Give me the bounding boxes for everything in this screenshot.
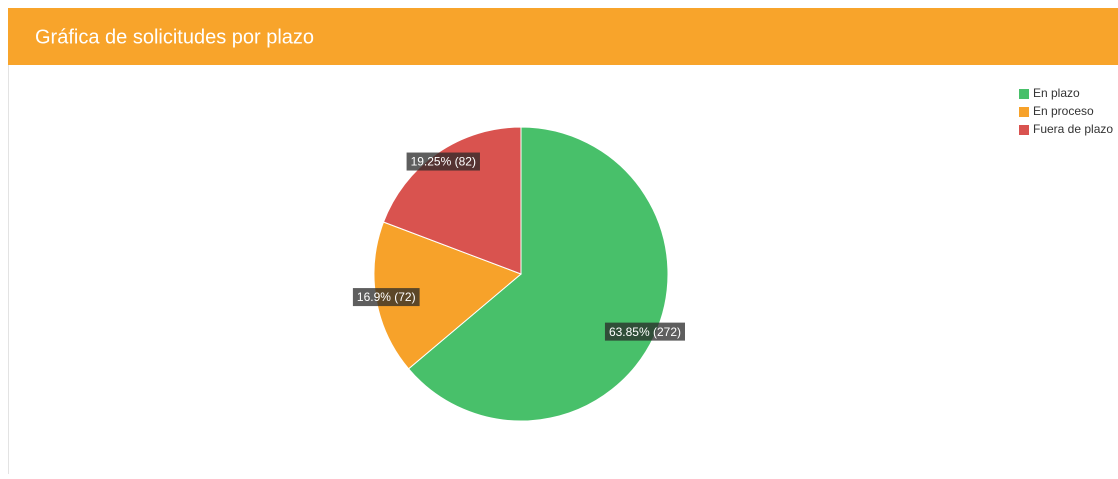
legend-label: En proceso [1033, 104, 1094, 118]
legend-swatch [1019, 125, 1029, 135]
legend-label: Fuera de plazo [1033, 122, 1113, 136]
data-label: 63.85% (272) [609, 325, 681, 339]
legend-swatch [1019, 107, 1029, 117]
data-label: 16.9% (72) [357, 290, 416, 304]
legend-swatch [1019, 89, 1029, 99]
chart-title: Gráfica de solicitudes por plazo [35, 26, 314, 48]
data-label: 19.25% (82) [411, 155, 476, 169]
legend-label: En plazo [1033, 86, 1080, 100]
